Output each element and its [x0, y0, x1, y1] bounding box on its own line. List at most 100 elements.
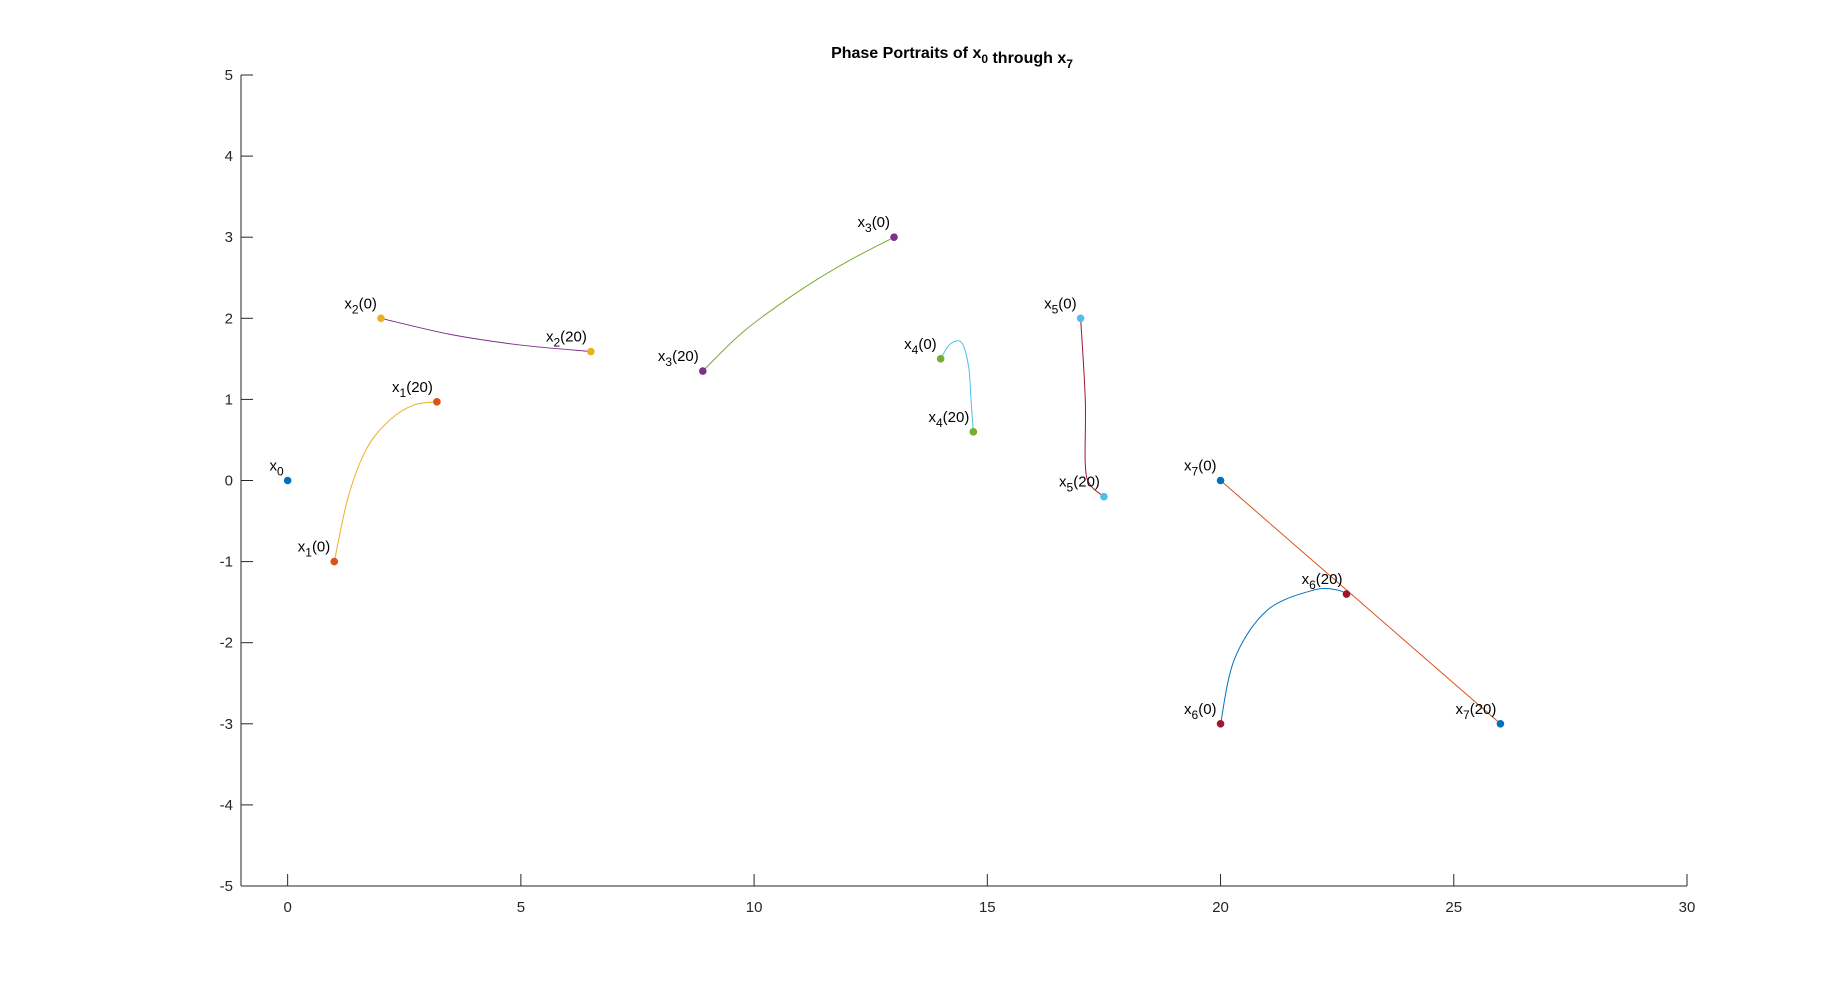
- label-base: x: [392, 379, 400, 396]
- x-tick-label: 5: [517, 899, 525, 916]
- label-suffix: (0): [1198, 701, 1216, 718]
- x5-end-marker: [1100, 492, 1108, 501]
- label-base: x: [658, 348, 666, 365]
- x3-start-marker: [890, 233, 898, 241]
- trajectory-line: [702, 236, 895, 372]
- axes: [240, 75, 1687, 887]
- label-suffix: (0): [312, 539, 330, 556]
- label-suffix: (0): [1198, 458, 1216, 475]
- label-suffix: (20): [1316, 571, 1343, 588]
- label-suffix: (0): [1058, 295, 1076, 312]
- label-suffix: (20): [1073, 474, 1100, 491]
- label-subscript: 1: [400, 386, 407, 400]
- label-suffix: (0): [918, 336, 936, 353]
- label-base: x: [269, 458, 277, 475]
- x5-start-label: x5(0): [1044, 295, 1077, 316]
- marker-layer: [283, 233, 1505, 728]
- label-suffix: (20): [560, 329, 587, 346]
- label-base: x: [546, 329, 554, 346]
- label-base: x: [928, 409, 936, 426]
- label-base: x: [1184, 458, 1192, 475]
- label-subscript: 2: [352, 302, 359, 316]
- y-tick-label: -4: [220, 797, 233, 814]
- x6-end-marker: [1342, 590, 1351, 598]
- y-tick-label: 2: [225, 310, 233, 327]
- x-tick-label: 20: [1212, 899, 1229, 916]
- y-tick-label: 4: [225, 148, 233, 165]
- y-tick-label: -1: [220, 554, 233, 571]
- trajectory-line: [1220, 480, 1501, 725]
- title-subscript: 0: [981, 52, 988, 66]
- x3-end-label: x3(20): [658, 348, 699, 369]
- x1-end-marker: [433, 398, 441, 406]
- x6-start-label: x6(0): [1184, 701, 1217, 722]
- x-tick-label: 25: [1445, 899, 1462, 916]
- x2-end-label: x2(20): [546, 329, 587, 350]
- label-suffix: (20): [672, 348, 699, 365]
- x7-end-marker: [1496, 720, 1505, 728]
- label-base: x: [904, 336, 912, 353]
- title-subscript: 7: [1066, 57, 1073, 71]
- y-tick-label: 5: [225, 67, 233, 84]
- x-axis-ticks: 0 5 10 15 20 25 30: [283, 874, 1695, 916]
- y-tick-label: -2: [220, 635, 233, 652]
- label-base: x: [1302, 571, 1310, 588]
- label-base: x: [298, 539, 306, 556]
- label-suffix: (0): [872, 214, 890, 231]
- x6-start-marker: [1216, 720, 1225, 728]
- label-subscript: 2: [553, 336, 560, 350]
- y-tick-label: -3: [220, 716, 233, 733]
- x1-end-label: x1(20): [392, 379, 433, 400]
- x6-end-label: x6(20): [1302, 571, 1343, 592]
- label-base: x: [1184, 701, 1192, 718]
- title-part: Phase Portraits of x: [831, 45, 981, 62]
- label-suffix: (0): [359, 295, 377, 312]
- label-subscript: 1: [305, 546, 312, 560]
- label-suffix: (20): [943, 409, 970, 426]
- x-tick-label: 10: [746, 899, 763, 916]
- x2-end-marker: [587, 347, 595, 356]
- label-subscript: 7: [1192, 465, 1199, 479]
- label-base: x: [1456, 701, 1464, 718]
- x7-end-label: x7(20): [1456, 701, 1497, 722]
- label-subscript: 7: [1463, 708, 1470, 722]
- trajectory-layer: [333, 236, 1501, 725]
- x-tick-label: 30: [1679, 899, 1696, 916]
- x-tick-label: 15: [979, 899, 996, 916]
- label-subscript: 6: [1309, 578, 1316, 592]
- x3-start-label: x3(0): [858, 214, 891, 235]
- title-part: through x: [988, 50, 1066, 67]
- label-suffix: (20): [406, 379, 433, 396]
- x-tick-label: 0: [283, 899, 291, 916]
- trajectory-line: [940, 340, 974, 432]
- trajectory-line: [333, 401, 437, 562]
- label-subscript: 3: [865, 221, 872, 235]
- label-base: x: [344, 295, 352, 312]
- label-subscript: 5: [1067, 481, 1074, 495]
- y-tick-label: -5: [220, 878, 233, 895]
- label-subscript: 0: [277, 465, 284, 479]
- trajectory-line: [1080, 318, 1105, 498]
- label-base: x: [858, 214, 866, 231]
- x3-end-marker: [698, 367, 707, 375]
- label-subscript: 6: [1192, 708, 1199, 722]
- label-base: x: [1059, 474, 1067, 491]
- x4-end-marker: [969, 428, 978, 436]
- x0-label: x0: [269, 458, 284, 479]
- x2-start-label: x2(0): [344, 295, 377, 316]
- label-subscript: 4: [936, 416, 943, 430]
- label-subscript: 5: [1052, 302, 1059, 316]
- y-axis-ticks: -5 -4 -3 -2 -1 0 1 2 3 4 5: [220, 67, 253, 895]
- y-tick-label: 1: [225, 391, 233, 408]
- y-tick-label: 3: [225, 229, 233, 246]
- x1-start-marker: [330, 557, 339, 566]
- x0-marker: [283, 476, 292, 485]
- trajectory-line: [1220, 587, 1347, 724]
- label-suffix: (20): [1470, 701, 1497, 718]
- chart-title: Phase Portraits of x0 through x7: [831, 45, 1073, 71]
- x4-end-label: x4(20): [928, 409, 969, 430]
- x4-start-label: x4(0): [904, 336, 937, 357]
- x1-start-label: x1(0): [298, 539, 331, 560]
- y-tick-label: 0: [225, 473, 233, 490]
